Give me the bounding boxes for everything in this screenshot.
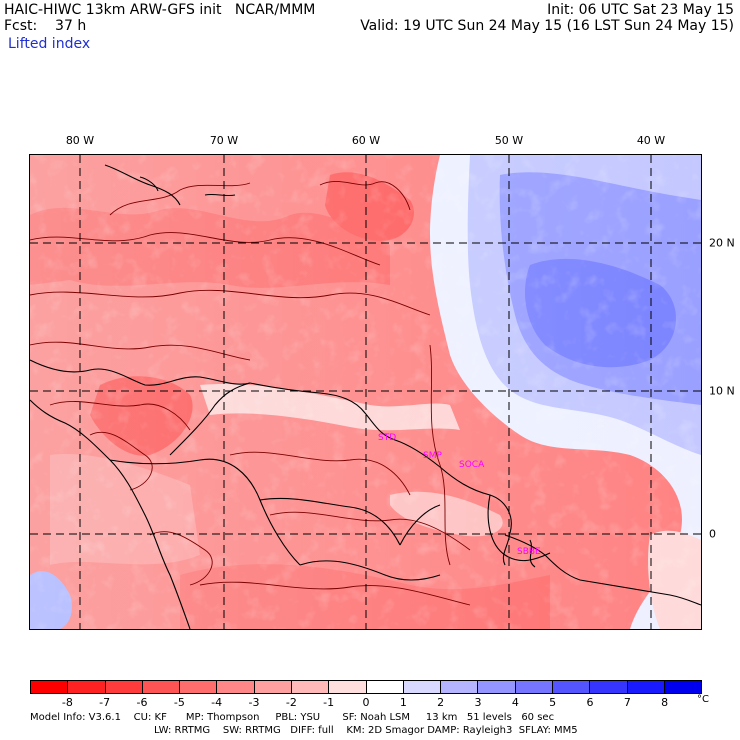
- li-contours: [30, 181, 471, 606]
- model-info-line2: LW: RRTMG SW: RRTMG DIFF: full KM: 2D Sm…: [154, 725, 578, 736]
- colorbar-segment: [627, 681, 665, 693]
- model-title: HAIC-HIWC 13km ARW-GFS init NCAR/MMM: [4, 2, 316, 18]
- colorbar-tick-label: -2: [285, 696, 297, 709]
- model-info-line1: Model Info: V3.6.1 CU: KF MP: Thompson P…: [30, 712, 555, 723]
- station-label: SOCA: [459, 460, 485, 470]
- lat-label-10n: 10 N: [709, 384, 735, 398]
- colorbar-tick-label: 2: [437, 696, 445, 709]
- colorbar-tick-label: -3: [248, 696, 260, 709]
- colorbar-tick-label: -5: [173, 696, 185, 709]
- colorbar-unit: °C: [697, 694, 709, 705]
- coastlines: [30, 164, 701, 629]
- colorbar-tick-label: 6: [586, 696, 594, 709]
- map-svg: [30, 155, 701, 629]
- lon-label-60w: 60 W: [351, 134, 381, 147]
- colorbar-segment: [403, 681, 442, 693]
- valid-time: Valid: 19 UTC Sun 24 May 15 (16 LST Sun …: [360, 18, 734, 34]
- colorbar-tick-label: 8: [661, 696, 669, 709]
- colorbar-segment: [254, 681, 292, 693]
- lon-label-70w: 70 W: [209, 134, 239, 147]
- colorbar-segment: [552, 681, 591, 693]
- lifted-index-map: [29, 154, 702, 630]
- colorbar-tick-label: 3: [474, 696, 482, 709]
- station-label: STD: [378, 433, 397, 443]
- colorbar-segment: [329, 681, 367, 693]
- colorbar-segment: [105, 681, 143, 693]
- colorbar-tick-label: -6: [136, 696, 148, 709]
- colorbar-segment: [590, 681, 628, 693]
- lon-label-80w: 80 W: [65, 134, 95, 147]
- lon-label-50w: 50 W: [494, 134, 524, 147]
- colorbar-segment: [68, 681, 106, 693]
- colorbar-tick-label: 7: [623, 696, 631, 709]
- colorbar-segment: [180, 681, 218, 693]
- colorbar-tick-label: -8: [61, 696, 73, 709]
- colorbar-tick-label: -1: [323, 696, 335, 709]
- colorbar-segment: [441, 681, 479, 693]
- colorbar-tick-label: 5: [549, 696, 557, 709]
- colorbar-segment: [664, 681, 702, 693]
- lat-lon-grid: [30, 155, 701, 629]
- colorbar-tick-label: 4: [511, 696, 519, 709]
- colorbar: [30, 680, 702, 694]
- colorbar-segment: [142, 681, 181, 693]
- forecast-hour: Fcst: 37 h: [4, 18, 87, 34]
- colorbar-segment: [478, 681, 516, 693]
- lon-label-40w: 40 W: [636, 134, 666, 147]
- colorbar-tick-label: -4: [211, 696, 223, 709]
- lat-label-20n: 20 N: [709, 236, 735, 250]
- colorbar-segment: [31, 681, 69, 693]
- colorbar-tick-label: -7: [99, 696, 111, 709]
- station-label: SMP: [423, 451, 442, 461]
- colorbar-segment: [217, 681, 255, 693]
- lat-label-0: 0: [709, 527, 716, 541]
- colorbar-segment: [515, 681, 553, 693]
- init-time: Init: 06 UTC Sat 23 May 15: [547, 2, 734, 18]
- colorbar-tick-label: 1: [399, 696, 407, 709]
- colorbar-segment: [366, 681, 404, 693]
- colorbar-tick-label: 0: [362, 696, 370, 709]
- station-label: SBBE: [517, 547, 541, 557]
- colorbar-segment: [291, 681, 330, 693]
- field-name: Lifted index: [8, 36, 91, 52]
